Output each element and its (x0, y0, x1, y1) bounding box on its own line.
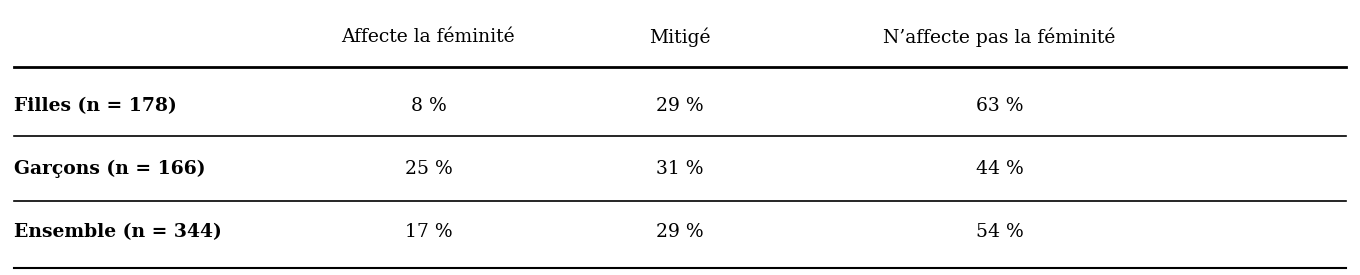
Text: 63 %: 63 % (976, 97, 1023, 115)
Text: Garçons (n = 166): Garçons (n = 166) (14, 160, 205, 178)
Text: 31 %: 31 % (657, 160, 703, 178)
Text: 44 %: 44 % (975, 160, 1024, 178)
Text: Affecte la féminité: Affecte la féminité (341, 28, 515, 46)
Text: 29 %: 29 % (656, 97, 704, 115)
Text: Mitigé: Mitigé (649, 28, 711, 47)
Text: 29 %: 29 % (656, 223, 704, 241)
Text: 54 %: 54 % (975, 223, 1024, 241)
Text: N’affecte pas la féminité: N’affecte pas la féminité (884, 28, 1115, 47)
Text: 8 %: 8 % (411, 97, 446, 115)
Text: Ensemble (n = 344): Ensemble (n = 344) (14, 223, 222, 241)
Text: 17 %: 17 % (404, 223, 453, 241)
Text: 25 %: 25 % (404, 160, 453, 178)
Text: Filles (n = 178): Filles (n = 178) (14, 97, 177, 115)
